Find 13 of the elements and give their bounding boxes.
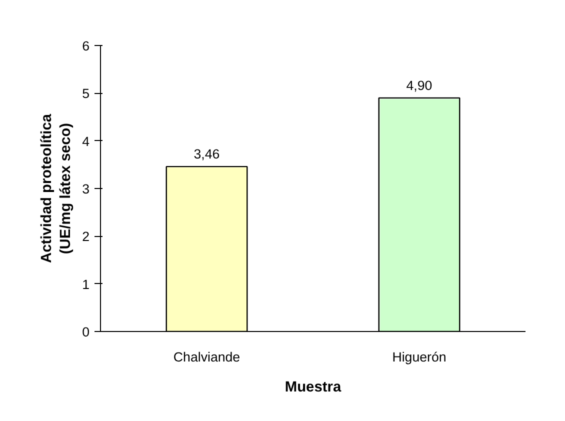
x-tick-label: Chalviande [173, 350, 240, 364]
y-tick-label: 6 [82, 38, 90, 54]
x-tick-label: Higuerón [392, 350, 446, 364]
y-tick-label: 0 [82, 324, 90, 340]
y-tick-label: 4 [82, 134, 90, 149]
y-tick-label: 5 [82, 86, 90, 102]
y-axis-title: Actividad proteolítica (UE/mg látex seco) [38, 113, 74, 264]
data-label: 4,90 [406, 78, 432, 93]
y-tick-label: 2 [82, 229, 90, 244]
y-tick-label: 3 [82, 182, 90, 196]
y-tick-label: 1 [82, 276, 90, 292]
x-axis-title: Muestra [284, 380, 342, 396]
data-label: 3,46 [194, 146, 220, 162]
